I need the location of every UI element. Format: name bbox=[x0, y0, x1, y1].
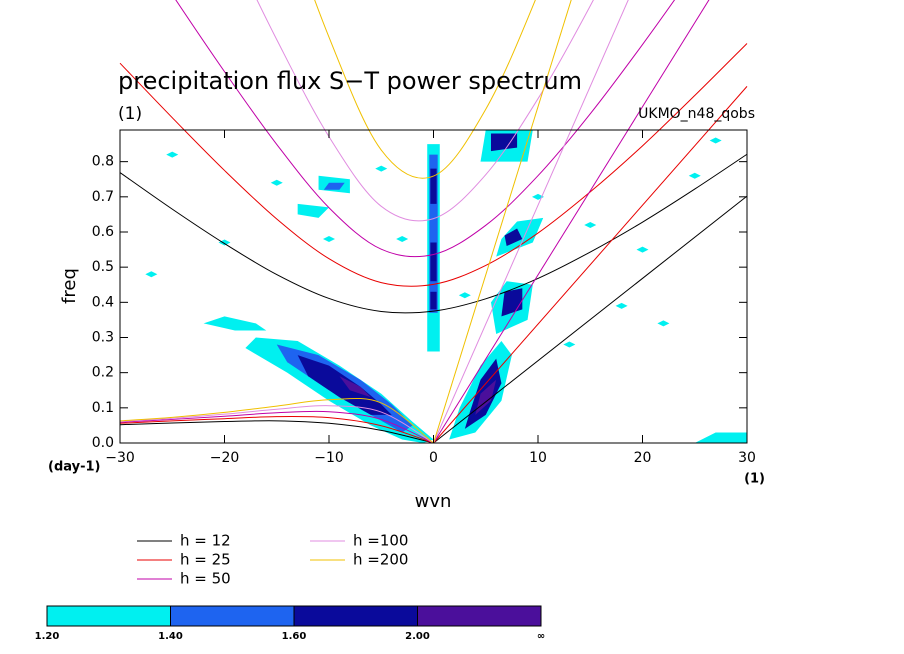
dispersion-curve bbox=[433, 195, 748, 444]
contour-speck bbox=[709, 137, 722, 144]
contour-speck bbox=[218, 239, 231, 246]
contour-speck bbox=[166, 151, 179, 158]
x-tick-label: −10 bbox=[314, 450, 344, 466]
dispersion-curve bbox=[119, 420, 434, 444]
dispersion-curve bbox=[433, 86, 748, 444]
y-tick-label: 0.8 bbox=[92, 154, 114, 170]
dispersion-curve bbox=[175, 0, 676, 258]
colorbar-box bbox=[46, 605, 171, 627]
y-axis-label: freq bbox=[59, 268, 80, 304]
colorbar-box bbox=[417, 605, 542, 627]
x-tick-label: −20 bbox=[210, 450, 240, 466]
colorbar-label: 1.60 bbox=[282, 631, 307, 642]
colorbar-label: 1.40 bbox=[158, 631, 183, 642]
contour-speck bbox=[688, 172, 701, 179]
legend-label: h =100 bbox=[353, 532, 408, 550]
x-tick-label: −30 bbox=[105, 450, 135, 466]
y-tick-label: 0.6 bbox=[92, 224, 114, 240]
contour-speck bbox=[323, 236, 335, 243]
contour-patch bbox=[694, 432, 747, 443]
contour-speck bbox=[145, 271, 158, 278]
contour-speck bbox=[396, 236, 409, 243]
dispersion-curve bbox=[119, 405, 434, 444]
contour-patch bbox=[430, 168, 437, 204]
y-tick-label: 0.1 bbox=[92, 400, 114, 416]
x-tick-label: 30 bbox=[738, 450, 756, 466]
dispersion-curve bbox=[119, 397, 434, 444]
chart-title: precipitation flux S−T power spectrum bbox=[118, 67, 582, 95]
contour-layer bbox=[145, 130, 747, 443]
dispersion-curve bbox=[256, 0, 594, 222]
contour-patch bbox=[297, 355, 392, 415]
dispersion-curve bbox=[119, 153, 748, 314]
x-unit: (1) bbox=[744, 472, 765, 487]
y-tick-label: 0.5 bbox=[92, 259, 114, 275]
contour-patch bbox=[297, 203, 329, 218]
dispersion-curve bbox=[119, 43, 748, 287]
contour-speck bbox=[657, 320, 670, 327]
axes: −30 −20 −10 0 10 20 30 0.0 0.1 0.2 0.3 0.4 0.5 0.6 0.7… bbox=[92, 130, 756, 466]
colorbar-box bbox=[293, 605, 418, 627]
contour-speck bbox=[270, 179, 283, 186]
contour-speck bbox=[458, 292, 471, 299]
y-tick-label: 0.7 bbox=[92, 189, 114, 205]
x-tick-label: 10 bbox=[529, 450, 547, 466]
contour-patch bbox=[430, 242, 437, 282]
y-tick-label: 0.3 bbox=[92, 329, 114, 345]
dispersion-curve bbox=[119, 410, 434, 444]
y-tick-label: 0.2 bbox=[92, 365, 114, 381]
contour-speck bbox=[584, 221, 597, 228]
x-tick-label: 0 bbox=[429, 450, 438, 466]
colorbar-box bbox=[170, 605, 295, 627]
contour-patch bbox=[430, 291, 437, 310]
legend-label: h = 25 bbox=[180, 551, 231, 569]
y-unit: (day-1) bbox=[48, 460, 100, 475]
dispersion-curve bbox=[433, 0, 629, 444]
legend-label: h = 50 bbox=[180, 570, 231, 588]
x-axis-label: wvn bbox=[415, 491, 452, 512]
y-tick-label: 0.4 bbox=[92, 294, 114, 310]
legend-label: h = 12 bbox=[180, 532, 231, 550]
curve-layer bbox=[119, 0, 748, 444]
y-tick-label: 0.0 bbox=[92, 435, 114, 451]
x-tick-label: 20 bbox=[634, 450, 652, 466]
dispersion-curve bbox=[433, 0, 572, 444]
colorbar-label: 2.00 bbox=[405, 631, 430, 642]
dispersion-curve bbox=[119, 415, 434, 444]
contour-patch bbox=[490, 133, 518, 152]
colorbar-label: ∞ bbox=[537, 631, 545, 642]
contour-patch bbox=[339, 376, 371, 398]
contour-speck bbox=[636, 246, 649, 253]
contour-speck bbox=[375, 165, 388, 172]
legend-label: h =200 bbox=[353, 551, 408, 569]
colorbar: 1.20 1.40 1.60 2.00 ∞ bbox=[35, 605, 545, 642]
contour-patch bbox=[504, 228, 523, 247]
annotation: UKMO_n48_qobs bbox=[638, 106, 755, 122]
contour-speck bbox=[615, 302, 628, 309]
contour-speck bbox=[563, 341, 576, 348]
dispersion-curve bbox=[433, 0, 710, 444]
chart-subtitle: (1) bbox=[118, 104, 142, 124]
dispersion-curve bbox=[314, 0, 536, 179]
colorbar-label: 1.20 bbox=[35, 631, 60, 642]
contour-patch bbox=[323, 182, 345, 190]
contour-patch bbox=[203, 316, 267, 331]
